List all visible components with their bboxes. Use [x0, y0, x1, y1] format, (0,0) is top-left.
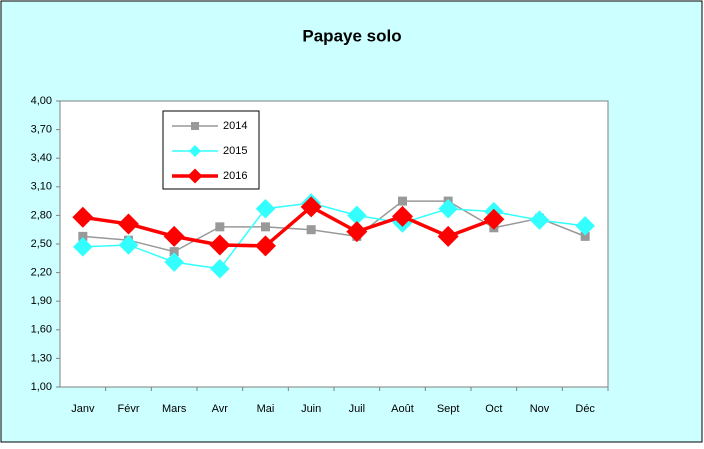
- data-point: [118, 213, 139, 235]
- data-point: [209, 234, 231, 256]
- data-point: [255, 235, 276, 257]
- legend-label: 2014: [223, 120, 247, 132]
- series-line: [82, 200, 586, 253]
- x-tick-label: Déc: [575, 403, 595, 415]
- data-point: [210, 259, 230, 279]
- data-point: [392, 205, 413, 227]
- legend-label: 2016: [223, 170, 247, 182]
- y-tick-label: 3,10: [31, 181, 52, 193]
- x-tick-label: Janv: [71, 403, 95, 415]
- legend-label: 2015: [223, 145, 247, 157]
- data-point: [483, 208, 505, 230]
- data-point: [164, 252, 184, 272]
- data-point: [118, 235, 139, 255]
- x-tick-label: Juin: [301, 403, 321, 415]
- series-line: [82, 204, 495, 248]
- y-tick-label: 1,30: [31, 352, 52, 364]
- y-tick-label: 3,70: [31, 124, 52, 136]
- data-point: [398, 196, 407, 206]
- x-tick-label: Sept: [437, 403, 460, 415]
- x-tick-label: Août: [391, 403, 414, 415]
- data-point: [72, 206, 94, 228]
- legend-marker: [187, 168, 203, 184]
- chart-title: Papaye solo: [302, 26, 401, 45]
- y-tick-label: 1,90: [31, 295, 52, 307]
- data-point: [529, 210, 550, 230]
- y-tick-label: 1,60: [31, 324, 52, 336]
- data-point: [346, 221, 368, 243]
- x-tick-label: Févr: [118, 403, 140, 415]
- plot-area: [59, 100, 609, 388]
- y-tick-label: 3,40: [31, 152, 52, 164]
- data-point: [163, 225, 185, 247]
- data-point: [169, 247, 179, 257]
- y-tick-label: 4,00: [31, 95, 52, 107]
- data-point: [437, 225, 459, 247]
- data-point: [73, 237, 93, 257]
- data-point: [306, 225, 316, 235]
- legend: 2014 2015 2016: [162, 110, 260, 190]
- y-tick-label: 2,80: [31, 209, 52, 221]
- x-tick-label: Avr: [212, 403, 229, 415]
- x-tick-label: Nov: [530, 403, 550, 415]
- data-point: [575, 216, 595, 236]
- x-tick-label: Oct: [485, 403, 502, 415]
- x-tick-label: Juil: [349, 403, 366, 415]
- x-tick-label: Mai: [257, 403, 275, 415]
- y-tick-label: 2,50: [31, 238, 52, 250]
- data-point: [261, 222, 270, 232]
- legend-marker: [189, 145, 201, 157]
- data-point: [215, 222, 225, 232]
- legend-marker: [191, 122, 199, 130]
- y-tick-label: 2,20: [31, 267, 52, 279]
- data-point: [78, 231, 88, 241]
- data-point: [300, 196, 322, 218]
- y-tick-label: 1,00: [31, 381, 52, 393]
- data-point: [347, 205, 367, 226]
- data-point: [438, 198, 458, 219]
- data-point: [580, 231, 590, 241]
- x-tick-label: Mars: [162, 403, 187, 415]
- data-point: [255, 198, 276, 219]
